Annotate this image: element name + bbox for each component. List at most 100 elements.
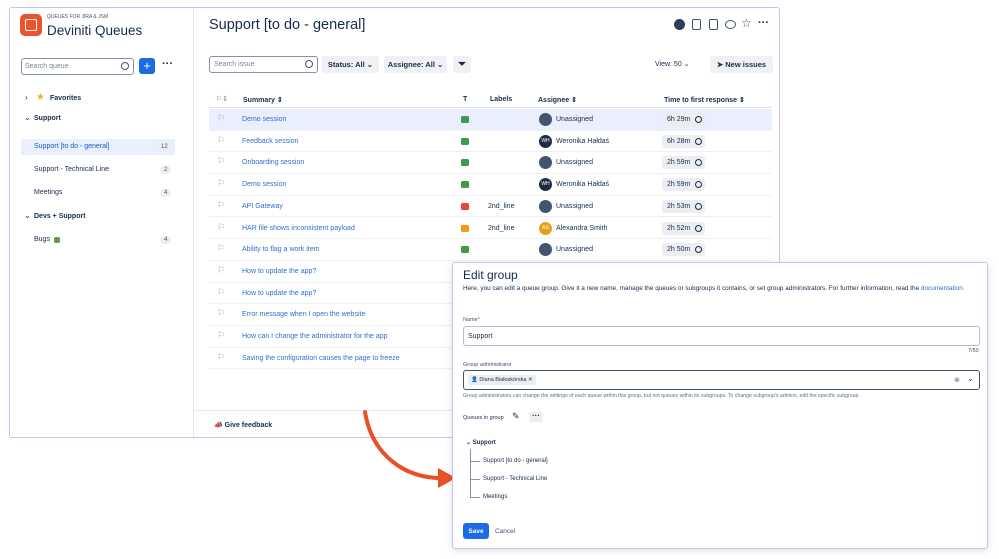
save-button[interactable]: Save [463, 523, 489, 539]
dropdown-icon[interactable]: ⌄ [967, 374, 974, 383]
doc-link[interactable]: documentation. [920, 285, 965, 292]
queue-item[interactable]: Support - Technical Line [34, 166, 109, 173]
flag-icon: ⚐ [217, 243, 226, 254]
issue-summary[interactable]: How can I change the administrator for t… [242, 333, 388, 340]
group-label[interactable]: Favorites [50, 95, 82, 102]
type-icon [461, 246, 469, 254]
chevron: ⌄ [24, 211, 31, 220]
issue-row[interactable]: ⚐ Onboarding session Unassigned 2h 59m [209, 152, 772, 175]
group-label[interactable]: Devs + Support [34, 213, 86, 220]
issue-summary[interactable]: Error message when I open the website [242, 311, 366, 319]
issue-summary[interactable]: Saving the configuration causes the page… [242, 354, 400, 362]
chevron: › [25, 93, 28, 102]
time-text: 2h 52m [667, 224, 691, 232]
header-divider [209, 107, 772, 108]
new-issues-button[interactable]: ➤ New issues [710, 56, 773, 73]
issue-row[interactable]: ⚐ Feedback session WH Weronika Hałdaś 6h 28m [209, 131, 772, 153]
tree-more[interactable]: ··· [529, 412, 543, 422]
watch-icon[interactable] [725, 20, 736, 29]
admin-select[interactable]: 👤 Diana Białoskórska ✕ ⊗ ⌄ [463, 370, 980, 390]
issue-summary[interactable]: Onboarding session [242, 159, 305, 167]
placeholder: Search queue [25, 63, 69, 70]
time-badge: 2h 50m [662, 243, 705, 257]
queue-count: 2 [160, 166, 172, 174]
tree-root[interactable]: ⌄ Support [466, 440, 496, 446]
column-text: Summary [243, 97, 275, 104]
clock-icon [695, 181, 702, 189]
view-select[interactable]: View: 50 ⌄ [655, 61, 690, 68]
queue-item[interactable]: Support [to do - general] [34, 143, 110, 150]
column-header[interactable]: Summary ⇕ [243, 97, 283, 104]
filter-button[interactable]: ⏷ [453, 56, 471, 73]
info-icon[interactable] [674, 19, 685, 30]
group-label[interactable]: Support [34, 115, 61, 122]
column-header[interactable]: T [463, 96, 468, 103]
time-badge: 2h 52m [662, 221, 705, 235]
edit-tree-icon[interactable]: ✎ [512, 411, 520, 421]
flag-icon: ⚐ [217, 221, 226, 232]
copy-icon[interactable] [709, 19, 718, 30]
tree-line [470, 497, 480, 498]
queue-search[interactable]: Search queue [21, 58, 134, 75]
dialog-description: Here, you can edit a queue group. Give i… [463, 284, 978, 294]
description-text: Here, you can edit a queue group. Give i… [463, 285, 920, 292]
assignee-name: Alexandra Smith [556, 224, 608, 232]
tree-child[interactable]: Support [to do - general] [483, 458, 548, 464]
tree-line [470, 449, 471, 497]
assignee-filter[interactable]: Assignee: All ⌄ [384, 56, 447, 73]
add-button[interactable]: + [139, 58, 155, 74]
more-button[interactable]: ··· [162, 58, 173, 70]
flag-icon: ⚐ [217, 308, 226, 319]
issue-summary[interactable]: API Gateway [242, 202, 283, 210]
button-text: New issues [725, 60, 767, 69]
issue-row[interactable]: ⚐ API Gateway 2nd_line Unassigned 2h 53m [209, 196, 772, 218]
issue-row[interactable]: ⚐ Demo session Unassigned 6h 29m [209, 109, 772, 131]
time-badge: 6h 29m [662, 113, 705, 126]
issue-row[interactable]: ⚐ Demo session WH Weronika Hałdaś 2h 59m [209, 174, 772, 196]
issue-summary[interactable]: How to update the app? [242, 267, 317, 275]
view-text: View: 50 [655, 61, 682, 68]
issue-row[interactable]: ⚐ HAR file shows inconsistent payload 2nd_… [209, 218, 772, 240]
logo-glyph [25, 19, 37, 31]
queue-item[interactable]: Bugs [34, 236, 50, 243]
admin-chip[interactable]: 👤 Diana Białoskórska ✕ [468, 375, 536, 385]
assignee-name: Unassigned [556, 159, 593, 167]
time-badge: 2h 53m [662, 199, 705, 213]
arrow-head [438, 468, 456, 488]
issue-summary[interactable]: Feedback session [242, 137, 299, 145]
issue-summary[interactable]: Demo session [242, 181, 287, 189]
column-header[interactable]: Labels [490, 96, 513, 103]
avatar: WH [539, 178, 552, 192]
status-filter[interactable]: Status: All ⌄ [322, 56, 379, 73]
avatar [539, 199, 552, 213]
column-header[interactable]: Assignee ⇕ [538, 97, 577, 104]
cancel-button[interactable]: Cancel [495, 528, 516, 535]
clock-icon [695, 116, 702, 123]
assignee-name: Unassigned [556, 246, 593, 254]
selected-queue-bg [21, 139, 175, 155]
time-text: 2h 53m [667, 202, 691, 210]
more-button[interactable]: ··· [758, 17, 769, 29]
tree-child[interactable]: Support - Technical Line [483, 476, 548, 482]
avatar [539, 243, 552, 257]
clock-icon [695, 224, 702, 232]
required-mark: * [477, 317, 480, 323]
issue-summary[interactable]: Demo session [242, 116, 287, 123]
queue-item[interactable]: Meetings [34, 189, 63, 196]
issue-search[interactable]: Search issue [209, 56, 318, 73]
issue-summary[interactable]: How to update the app? [242, 289, 317, 297]
issue-summary[interactable]: HAR file shows inconsistent payload [242, 224, 355, 232]
clear-icon[interactable]: ⊗ [954, 377, 960, 384]
bug-icon [54, 237, 60, 243]
column-header[interactable]: Time to first response ⇕ [664, 97, 745, 104]
issue-summary[interactable]: Ability to flag a work item [242, 246, 320, 254]
feedback-link[interactable]: 📣 Give feedback [214, 422, 273, 429]
chip-text: Diana Białoskórska [479, 377, 527, 383]
issue-row[interactable]: ⚐ Ability to flag a work item Unassigned 2h… [209, 239, 772, 261]
star-button[interactable]: ☆ [741, 16, 752, 30]
name-input[interactable]: Support [463, 326, 980, 346]
tree-child[interactable]: Meetings [483, 494, 508, 500]
edit-icon[interactable] [692, 19, 701, 30]
button-text: Status: All [327, 60, 365, 69]
assignee-name: Unassigned [556, 202, 593, 210]
